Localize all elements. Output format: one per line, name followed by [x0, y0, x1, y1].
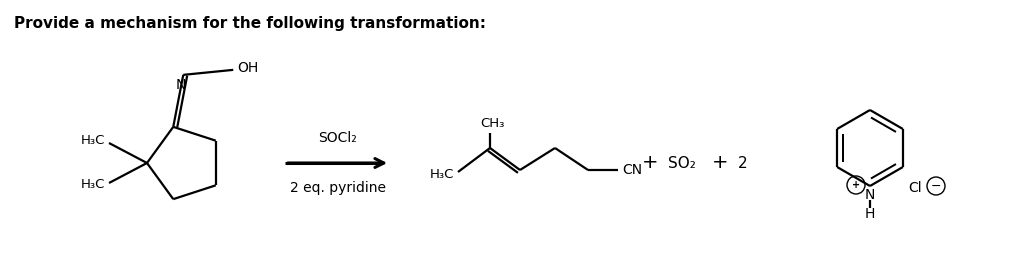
Text: N: N: [865, 188, 875, 202]
Text: H₃C: H₃C: [80, 179, 105, 192]
Text: CN: CN: [622, 163, 642, 177]
Text: SOCl₂: SOCl₂: [318, 131, 357, 145]
Text: +: +: [852, 180, 861, 190]
Text: H: H: [865, 207, 875, 221]
Text: Cl: Cl: [908, 181, 922, 195]
Text: CH₃: CH₃: [480, 117, 504, 130]
Text: H₃C: H₃C: [430, 168, 454, 181]
Text: +: +: [712, 153, 728, 172]
Text: Provide a mechanism for the following transformation:: Provide a mechanism for the following tr…: [14, 16, 486, 31]
Text: +: +: [642, 153, 658, 172]
Text: SO₂: SO₂: [668, 155, 696, 171]
Text: H₃C: H₃C: [80, 134, 105, 147]
Text: −: −: [931, 179, 941, 192]
Text: 2 eq. pyridine: 2 eq. pyridine: [290, 181, 385, 195]
Text: 2: 2: [738, 155, 748, 171]
Text: N: N: [176, 78, 187, 92]
Text: OH: OH: [238, 61, 258, 75]
